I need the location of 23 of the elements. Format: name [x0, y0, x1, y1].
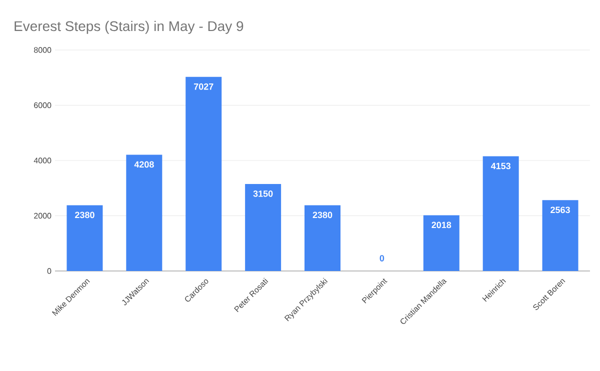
data-label: 2018	[432, 222, 452, 228]
bar	[126, 154, 162, 271]
data-label: 0	[380, 255, 384, 262]
chart-title: Everest Steps (Stairs) in May - Day 9	[14, 20, 244, 34]
bar	[423, 215, 460, 271]
data-label: 2380	[75, 212, 94, 218]
data-label: 7027	[194, 83, 214, 90]
y-tick-label: 2000	[34, 212, 52, 219]
y-tick-label: 6000	[34, 102, 52, 108]
y-tick-label: 4000	[34, 158, 52, 164]
bar	[245, 184, 282, 271]
y-tick-label: 8000	[34, 47, 52, 53]
data-label: 4153	[490, 162, 510, 170]
y-tick-label: 0	[47, 268, 52, 274]
bar	[482, 156, 519, 271]
bar	[186, 76, 222, 271]
data-label: 2380	[312, 212, 332, 218]
data-label: 2563	[550, 206, 570, 214]
data-label: 4208	[134, 161, 154, 168]
bar	[304, 205, 340, 271]
bar	[66, 205, 103, 271]
data-label: 3150	[253, 190, 273, 197]
bar	[542, 200, 578, 271]
